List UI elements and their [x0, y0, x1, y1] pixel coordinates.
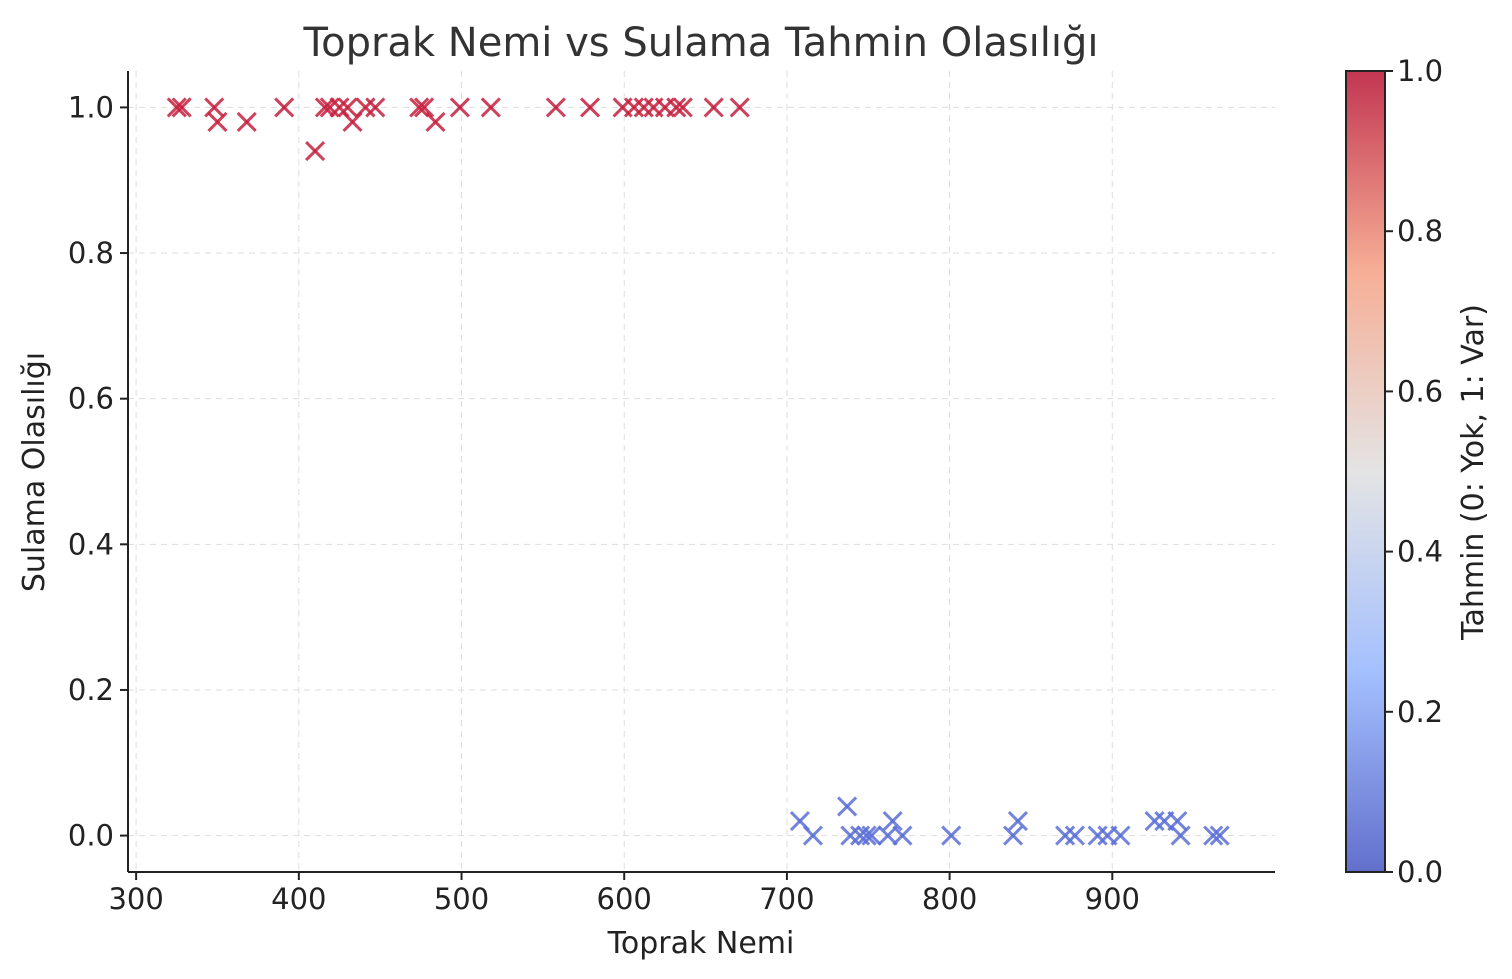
x-tick-label: 800	[922, 882, 977, 916]
colorbar	[1345, 70, 1386, 873]
data-point	[672, 97, 693, 118]
data-point	[166, 97, 187, 118]
y-tick-label: 1.0	[68, 90, 114, 124]
data-point	[1003, 825, 1024, 846]
data-point	[236, 111, 257, 133]
y-axis-ticks: 0.0 0.2 0.4 0.6 0.8 1.0	[68, 90, 128, 853]
data-point	[729, 97, 750, 118]
colorbar-tick-label: 0.8	[1397, 214, 1443, 248]
data-point	[633, 97, 654, 118]
data-point	[355, 97, 376, 118]
data-point	[1110, 825, 1131, 846]
y-axis-label: Sulama Olasılığı	[17, 352, 52, 592]
y-tick-label: 0.0	[68, 819, 114, 853]
x-tick-label: 600	[597, 882, 652, 916]
data-point	[1055, 825, 1076, 846]
x-axis-ticks: 300 400 500 600 700 800 900	[108, 872, 1140, 916]
data-point	[840, 825, 861, 846]
data-point	[941, 825, 962, 846]
data-point	[837, 796, 858, 817]
data-point	[425, 111, 446, 133]
x-tick-label: 500	[434, 882, 489, 916]
data-point	[856, 825, 877, 846]
colorbar-tick-label: 0.0	[1397, 855, 1443, 889]
x-tick-label: 300	[108, 882, 163, 916]
data-point	[802, 825, 824, 846]
data-point	[365, 97, 386, 118]
data-point	[703, 97, 724, 118]
data-point	[480, 97, 501, 118]
data-point	[666, 97, 687, 118]
data-point	[305, 141, 326, 162]
data-point	[623, 97, 645, 118]
data-point	[861, 825, 882, 846]
data-point	[409, 97, 430, 118]
y-tick-label: 0.2	[68, 673, 114, 707]
colorbar-tick-label: 0.6	[1397, 374, 1443, 408]
grid-lines	[128, 71, 1275, 872]
data-point	[1144, 810, 1165, 832]
x-axis-label: Toprak Nemi	[607, 926, 795, 961]
colorbar-tick-label: 1.0	[1397, 54, 1443, 88]
data-point	[1203, 825, 1224, 846]
colorbar-tick-label: 0.2	[1397, 695, 1443, 729]
chart-title: Toprak Nemi vs Sulama Tahmin Olasılığı	[302, 20, 1098, 66]
data-point	[1209, 825, 1230, 846]
data-point	[877, 825, 898, 846]
data-point	[1064, 825, 1085, 846]
data-point	[274, 97, 295, 118]
data-point	[449, 97, 470, 118]
colorbar-tick-label: 0.4	[1397, 535, 1443, 569]
data-point	[1087, 825, 1108, 846]
colorbar-label: Tahmin (0: Yok, 1: Var)	[1456, 304, 1491, 641]
y-tick-label: 0.6	[68, 382, 114, 416]
data-point	[1007, 810, 1029, 832]
colorbar-ticks: 0.0 0.2 0.4 0.6 0.8 1.0	[1385, 54, 1443, 889]
data-point	[579, 97, 601, 118]
y-tick-label: 0.8	[68, 236, 114, 270]
data-points	[166, 97, 1230, 846]
data-point	[207, 111, 228, 133]
data-point	[1170, 825, 1191, 846]
data-point	[319, 97, 340, 118]
x-tick-label: 700	[759, 882, 814, 916]
x-tick-label: 900	[1085, 882, 1140, 916]
data-point	[882, 810, 903, 832]
data-point	[892, 825, 913, 846]
x-tick-label: 400	[271, 882, 326, 916]
data-point	[414, 97, 435, 118]
data-point	[545, 97, 566, 118]
data-point	[171, 97, 192, 118]
y-tick-label: 0.4	[68, 527, 114, 561]
data-point	[314, 97, 335, 118]
data-point	[337, 97, 358, 118]
